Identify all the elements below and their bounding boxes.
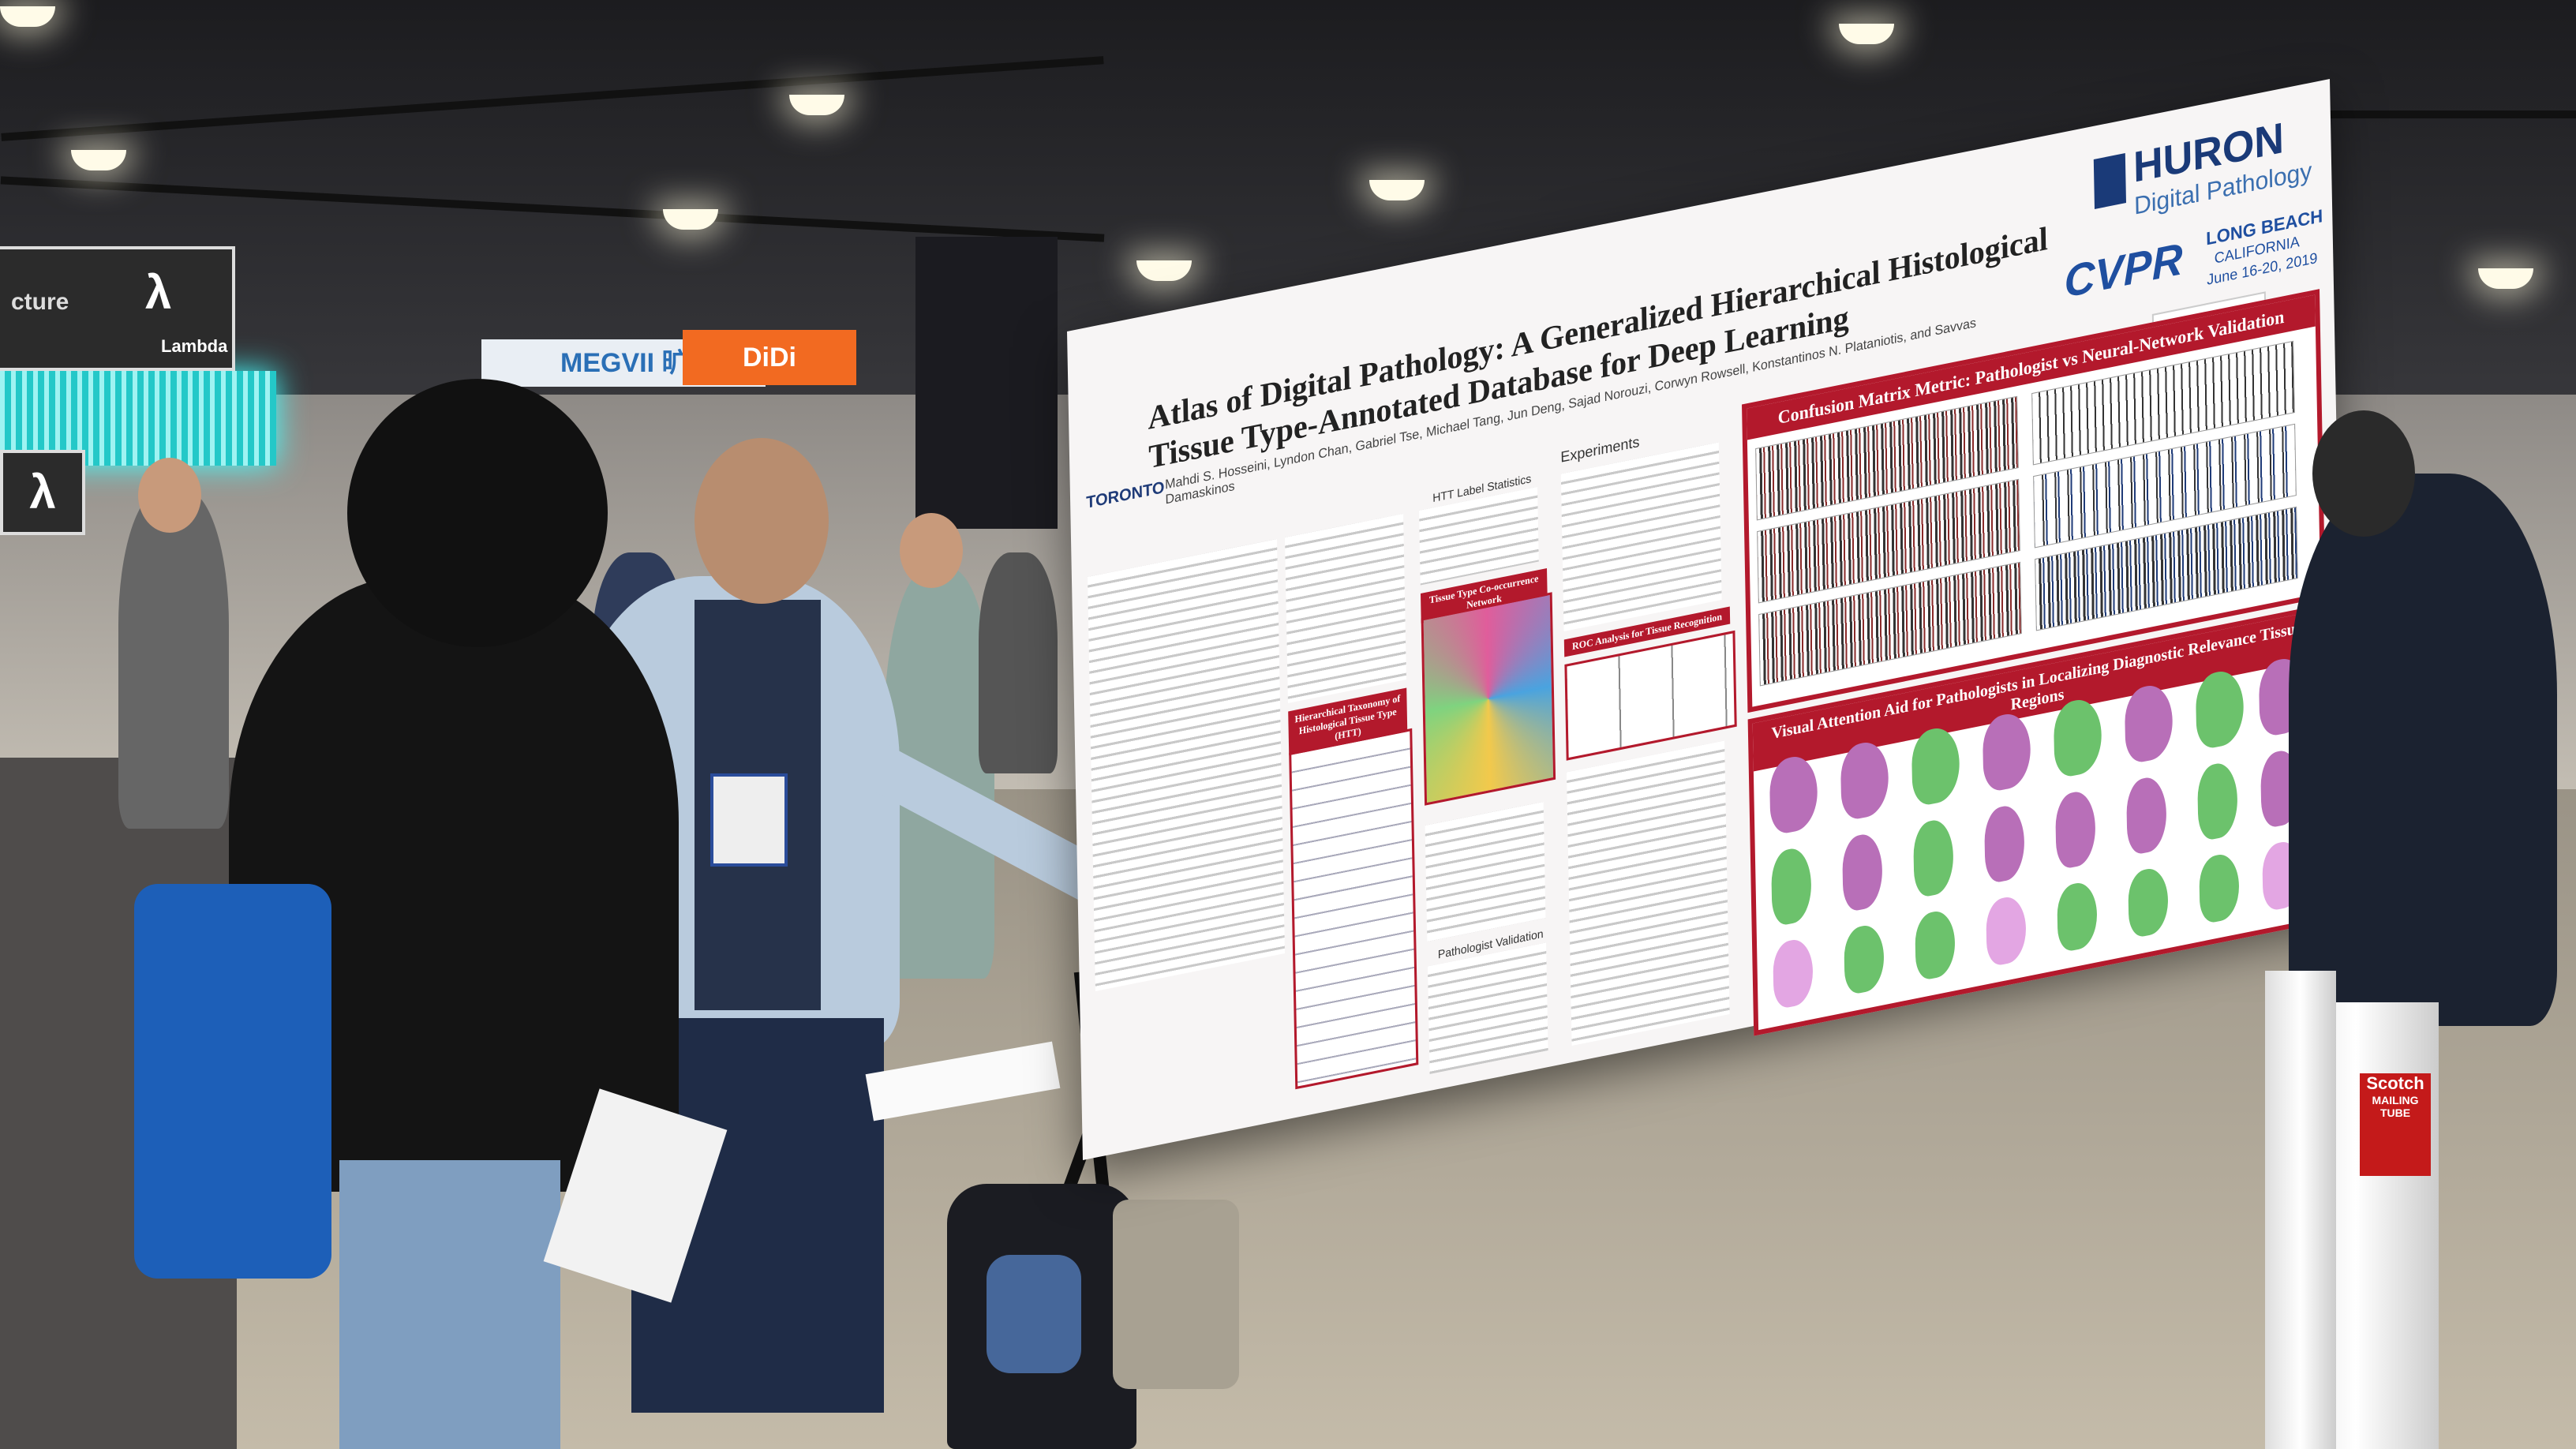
ceiling-truss: [2289, 110, 2576, 118]
attendee-head: [900, 513, 963, 588]
lambda-booth-sign: cture λ Lambda: [0, 246, 235, 371]
ceiling-light: [789, 95, 844, 115]
tissue-slide: [1844, 922, 1885, 997]
badge: [710, 773, 788, 867]
tissue-slide: [1773, 936, 1814, 1011]
tissue-slide: [1912, 816, 1954, 900]
scotch-product: MAILING TUBE: [2372, 1094, 2419, 1119]
ceiling-light: [1136, 260, 1192, 281]
huron-logo-icon: [2093, 153, 2126, 209]
ceiling-light: [1369, 180, 1425, 200]
construction-text: [1285, 514, 1406, 703]
tissue-slide: [1983, 802, 2025, 886]
cvpr-logo: CVPR: [2064, 234, 2184, 308]
lambda-logo-icon: λ: [145, 266, 172, 319]
stats-table: [1425, 802, 1546, 942]
ceiling-light: [2478, 268, 2533, 289]
listener-jeans: [339, 1160, 560, 1449]
tissue-slide: [1986, 893, 2027, 968]
attendee: [118, 489, 229, 829]
attendee-head: [138, 458, 201, 533]
attendee-right: [2289, 474, 2557, 1026]
results-table: [1567, 740, 1730, 1046]
backpack-pocket: [987, 1255, 1081, 1373]
listener-hair: [347, 379, 608, 647]
tissue-slide: [1770, 844, 1812, 928]
ceiling-light: [71, 150, 126, 170]
experiments-text: [1560, 442, 1722, 631]
didi-booth-sign: DiDi: [683, 330, 856, 385]
mailing-tube: [2265, 971, 2336, 1449]
scotch-tube-label: Scotch MAILING TUBE: [2360, 1073, 2431, 1176]
presenter-head: [695, 438, 829, 604]
tissue-slide: [1841, 830, 1883, 914]
cooccurrence-graph: [1421, 592, 1556, 806]
ceiling-light: [1839, 24, 1894, 44]
lambda-icon: λ: [0, 450, 85, 535]
university-logo: TORONTO: [1086, 478, 1165, 513]
pillar: [915, 237, 1058, 529]
ceiling-light: [663, 209, 718, 230]
ceiling-light: [0, 6, 55, 27]
attendee-right-head: [2312, 410, 2415, 537]
tissue-slide: [2196, 759, 2238, 843]
pathologist-text: [1428, 942, 1548, 1074]
intro-text-column: [1088, 539, 1285, 991]
tissue-slide: [2054, 788, 2096, 871]
tissue-slide: [2128, 865, 2169, 940]
tissue-slide: [2125, 773, 2167, 857]
scotch-brand: Scotch: [2366, 1073, 2424, 1093]
lambda-logo-text: Lambda: [161, 336, 228, 356]
tissue-slide: [1915, 908, 1956, 983]
attendee: [979, 552, 1058, 773]
tissue-slide: [2057, 879, 2098, 954]
tissue-slide: [2199, 851, 2240, 926]
gray-bag: [1113, 1200, 1239, 1389]
blue-backpack: [134, 884, 331, 1279]
taxonomy-tree: [1289, 728, 1419, 1090]
booth-sign-text: cture: [11, 289, 69, 315]
